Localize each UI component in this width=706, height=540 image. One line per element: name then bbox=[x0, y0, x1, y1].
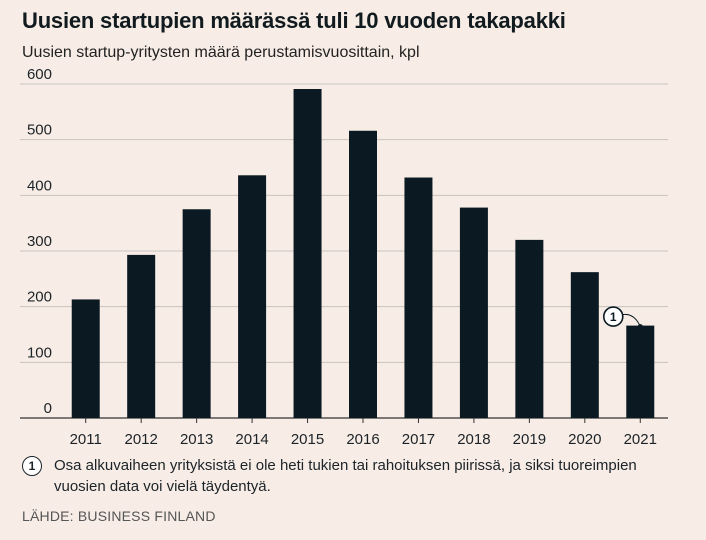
bar-2017 bbox=[404, 177, 433, 418]
bar-2014 bbox=[238, 175, 267, 418]
footnote-marker: 1 bbox=[22, 456, 42, 476]
y-tick-label: 600 bbox=[27, 66, 52, 83]
bar-2021 bbox=[626, 325, 655, 418]
chart-subtitle: Uusien startup-yritysten määrä perustami… bbox=[22, 44, 420, 61]
bar-2011 bbox=[71, 299, 100, 418]
annotation-leader bbox=[622, 313, 641, 327]
bar-2018 bbox=[459, 207, 488, 418]
bar-2012 bbox=[127, 254, 156, 418]
x-tick-label: 2013 bbox=[180, 431, 213, 448]
y-tick-label: 300 bbox=[27, 233, 52, 250]
x-tick-label: 2015 bbox=[291, 431, 324, 448]
y-tick-label: 400 bbox=[27, 177, 52, 194]
footnote-text: Osa alkuvaiheen yrityksistä ei ole heti … bbox=[54, 457, 637, 495]
bar-2013 bbox=[182, 209, 211, 418]
annotation-badge bbox=[602, 306, 624, 327]
y-tick-label: 500 bbox=[27, 122, 52, 139]
x-tick-label: 2012 bbox=[124, 431, 157, 448]
x-tick-label: 2018 bbox=[457, 431, 490, 448]
annotation-marker: 1 bbox=[610, 310, 617, 324]
footnote: 1 Osa alkuvaiheen yrityksistä ei ole het… bbox=[22, 455, 662, 497]
x-tick-label: 2011 bbox=[70, 431, 102, 448]
x-tick-label: 2017 bbox=[402, 431, 435, 448]
bar-2016 bbox=[349, 130, 377, 418]
x-tick-label: 2019 bbox=[513, 431, 546, 448]
bar-chart: 0 100 200 300 400 500 600 2011 2012 2013 2014 2015 2… bbox=[20, 66, 668, 448]
source-credit: LÄHDE: BUSINESS FINLAND bbox=[22, 508, 216, 524]
y-tick-label: 100 bbox=[27, 344, 52, 361]
x-tick-label: 2016 bbox=[346, 431, 379, 448]
chart-title: Uusien startupien määrässä tuli 10 vuode… bbox=[22, 8, 566, 33]
bar-2019 bbox=[515, 239, 544, 418]
x-tick-label: 2020 bbox=[568, 431, 601, 448]
x-tick-label: 2014 bbox=[235, 431, 268, 448]
y-tick-label: 0 bbox=[44, 400, 52, 417]
bar-2020 bbox=[570, 272, 599, 418]
y-tick-label: 200 bbox=[27, 289, 52, 306]
bar-2015 bbox=[293, 89, 322, 418]
x-tick-label: 2021 bbox=[624, 431, 657, 448]
